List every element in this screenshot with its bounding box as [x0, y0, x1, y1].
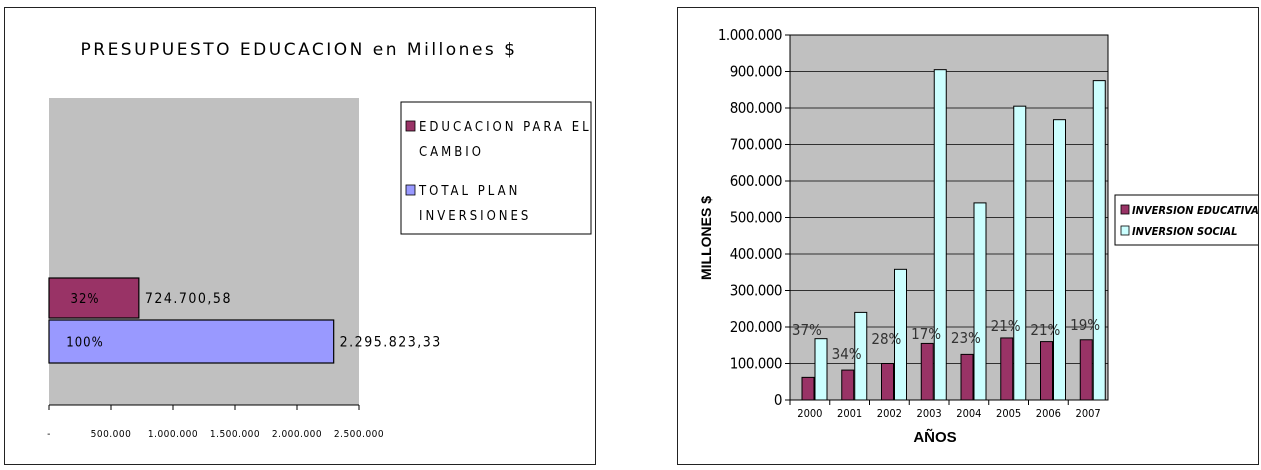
x-tick-label-0: -	[47, 429, 51, 440]
legend-box	[400, 101, 592, 235]
legend-label-1: INVERSION SOCIAL	[1132, 225, 1237, 238]
pct-annotation-5: 21%	[991, 317, 1021, 335]
bar-inversion-educativa-2000	[801, 376, 815, 401]
x-tick-label-2: 2002	[877, 407, 902, 420]
legend-box	[1114, 194, 1258, 246]
x-tick-label-5: 2005	[996, 407, 1021, 420]
pct-annotation-1: 34%	[832, 345, 862, 363]
legend-label-1-0: TOTAL PLAN	[418, 184, 520, 199]
x-tick-label-4: 2004	[956, 407, 981, 420]
legend-swatch-0	[405, 120, 416, 132]
bar-value-label-0: 724.700,58	[145, 291, 232, 307]
bar-inversion-social-2002	[894, 268, 907, 401]
x-tick-label-1: 2001	[837, 407, 862, 420]
y-tick-label-5: 500.000	[730, 209, 782, 227]
pct-annotation-3: 17%	[911, 325, 941, 343]
pct-annotation-7: 19%	[1070, 316, 1100, 334]
legend-swatch-0	[1120, 204, 1130, 215]
y-tick-label-4: 400.000	[730, 245, 782, 263]
bar-inversion-educativa-2007	[1079, 339, 1093, 401]
bar-inversion-educativa-2003	[920, 342, 934, 401]
x-tick-label-4: 2.000.000	[272, 429, 322, 440]
legend-label-0-0: EDUCACION PARA EL	[419, 120, 592, 135]
x-tick-label-6: 2006	[1036, 407, 1061, 420]
legend-label-0-1: CAMBIO	[419, 145, 484, 160]
bar-inversion-social-2001	[854, 311, 868, 401]
bar-0	[48, 277, 140, 319]
y-tick-label-6: 600.000	[730, 172, 782, 190]
bar-inversion-social-2004	[973, 202, 987, 401]
bar-inversion-social-2006	[1053, 119, 1066, 401]
bar-pct-label-1: 100%	[66, 336, 103, 351]
x-tick-label-5: 2.500.000	[334, 429, 384, 440]
legend-label-1-1: INVERSIONES	[419, 209, 531, 224]
y-tick-label-7: 700.000	[730, 136, 782, 154]
bar-inversion-social-2003	[933, 69, 947, 401]
pct-annotation-4: 23%	[951, 329, 981, 347]
x-tick-label-1: 500.000	[91, 429, 132, 440]
x-tick-label-3: 2003	[917, 407, 942, 420]
x-tick-label-3: 1.500.000	[210, 429, 260, 440]
bar-1	[48, 319, 335, 364]
bar-inversion-educativa-2005	[1000, 337, 1014, 401]
chart-title: PRESUPUESTO EDUCACION en Millones $	[81, 40, 518, 60]
bar-value-label-1: 2.295.823,33	[340, 335, 442, 351]
bar-inversion-educativa-2001	[841, 369, 855, 401]
y-tick-label-8: 800.000	[730, 99, 782, 117]
bar-inversion-educativa-2004	[960, 353, 974, 401]
x-tick-label-2: 1.000.000	[148, 429, 198, 440]
y-axis-title: MILLONES $	[698, 196, 714, 280]
bar-inversion-educativa-2002	[881, 363, 894, 401]
y-tick-label-9: 900.000	[730, 63, 782, 81]
bar-inversion-social-2000	[814, 338, 828, 401]
bar-inversion-social-2005	[1013, 105, 1027, 401]
legend-label-0: INVERSION EDUCATIVA	[1132, 204, 1258, 217]
x-axis-title: AÑOS	[913, 428, 956, 446]
y-tick-label-1: 100.000	[730, 355, 782, 373]
investment-chart: 0 100.000 200.000 300.000 400.000 500.000 600.…	[698, 26, 1258, 446]
x-tick-label-7: 2007	[1076, 407, 1101, 420]
y-tick-label-10: 1.000.000	[718, 26, 782, 44]
budget-chart: PRESUPUESTO EDUCACION en Millones $ 32% 72…	[47, 40, 592, 440]
x-tick-label-0: 2000	[797, 407, 822, 420]
legend-swatch-1	[1120, 225, 1130, 236]
legend-swatch-1	[405, 184, 416, 196]
investment-chart-panel: 0 100.000 200.000 300.000 400.000 500.000 600.…	[677, 7, 1259, 465]
bar-pct-label-0: 32%	[71, 292, 100, 307]
y-tick-label-3: 300.000	[730, 282, 782, 300]
bar-inversion-social-2007	[1092, 80, 1106, 401]
pct-annotation-2: 28%	[871, 330, 901, 348]
y-tick-label-2: 200.000	[730, 318, 782, 336]
pct-annotation-6: 21%	[1030, 321, 1060, 339]
y-tick-label-0: 0	[774, 391, 782, 409]
pct-annotation-0: 37%	[792, 321, 822, 339]
budget-chart-panel: PRESUPUESTO EDUCACION en Millones $ 32% 72…	[4, 7, 596, 465]
bar-inversion-educativa-2006	[1040, 341, 1053, 401]
